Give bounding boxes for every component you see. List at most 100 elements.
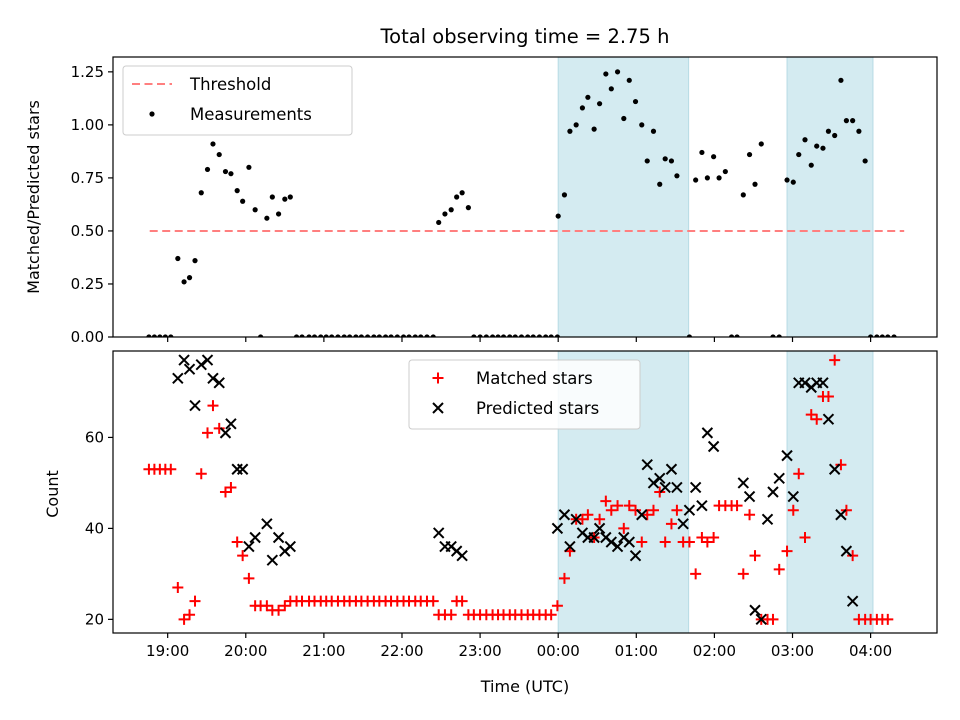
y-tick-label: 40 (85, 519, 104, 537)
matched-star-point (551, 600, 563, 612)
measurement-point (252, 207, 258, 213)
predicted-star-point (737, 477, 750, 489)
measurement-point (394, 334, 400, 337)
measurement-point (808, 162, 814, 168)
measurement-point (862, 158, 868, 164)
matched-star-point (708, 531, 720, 543)
matched-star-point (847, 550, 859, 562)
measurement-point (228, 171, 234, 177)
measurement-point (365, 334, 371, 337)
measurement-point (758, 141, 764, 147)
predicted-star-point (707, 440, 720, 453)
measurement-point (282, 196, 288, 202)
measurement-point (318, 334, 324, 337)
predicted-star-point (749, 604, 761, 616)
measurement-point (448, 207, 454, 213)
predicted-star-point (696, 499, 708, 512)
y-tick-label: 1.25 (71, 63, 104, 81)
measurement-point (210, 141, 216, 147)
predicted-star-point (172, 372, 184, 384)
predicted-star-point (225, 418, 237, 430)
measurement-point (471, 334, 477, 337)
matched-star-point (835, 459, 847, 471)
measurement-point (790, 179, 796, 185)
matched-star-point (840, 504, 852, 516)
predicted-star-point (261, 518, 273, 530)
measurement-point (632, 98, 639, 105)
legend-label: Matched stars (476, 369, 593, 388)
x-tick-label: 19:00 (146, 642, 189, 660)
legend-matched-swatch (432, 372, 444, 384)
predicted-star-point (266, 554, 279, 566)
measurement-point (222, 168, 229, 175)
matched-star-point (172, 582, 184, 594)
measurement-point (868, 334, 874, 337)
measurement-point (418, 334, 424, 337)
matched-star-point (558, 572, 570, 584)
matched-star-point (184, 609, 196, 621)
measurement-point (657, 181, 663, 187)
x-tick-label: 03:00 (771, 642, 814, 660)
matched-star-point (237, 550, 249, 562)
predicted-star-point (641, 459, 653, 471)
measurement-point (603, 71, 609, 77)
top-panel: 0.00 0.25 0.50 0.75 1.00 1.25 Threshold Measure… (71, 56, 938, 346)
measurement-point (879, 334, 885, 337)
predicted-star-point (689, 481, 702, 494)
measurement-point (644, 158, 650, 164)
predicted-star-point (781, 449, 793, 462)
measurement-point (626, 77, 632, 83)
measurement-point (548, 334, 554, 337)
legend-label: Predicted stars (476, 399, 599, 418)
predicted-star-point (219, 427, 232, 439)
predicted-star-point (647, 477, 660, 489)
predicted-star-point (677, 518, 689, 530)
measurement-point (192, 258, 198, 264)
measurement-point (287, 194, 293, 200)
measurement-point (500, 334, 507, 337)
predicted-star-point (743, 490, 756, 503)
matched-star-point (231, 536, 243, 548)
measurement-point (264, 215, 270, 221)
y-tick-label: 0.50 (71, 222, 104, 240)
measurement-point (518, 334, 525, 337)
matched-star-point (793, 468, 805, 480)
matched-star-point (273, 604, 285, 616)
matched-star-point (744, 509, 756, 521)
measurement-point (784, 177, 790, 183)
matched-star-point (811, 413, 823, 425)
predicted-star-point (755, 613, 767, 626)
bottom-panel: 20 40 60 19:00 20:00 21:00 22:00 23:00 00:00 01:0… (85, 350, 938, 660)
measurement-point (299, 334, 305, 337)
predicted-star-point (767, 486, 779, 498)
measurement-point (820, 145, 826, 151)
matched-star-point (545, 609, 557, 621)
predicted-star-point (183, 363, 196, 375)
predicted-star-point (564, 540, 576, 553)
y-tick-label: 60 (85, 428, 104, 446)
predicted-star-point (629, 549, 642, 562)
measurement-point (483, 334, 489, 337)
predicted-star-point (787, 490, 799, 503)
measurement-point (776, 334, 782, 337)
measurement-point (585, 94, 591, 100)
plot-frame (112, 56, 938, 338)
measurement-point (168, 334, 174, 337)
matched-star-point (737, 568, 749, 580)
matched-star-point (195, 468, 207, 480)
predicted-star-point (659, 481, 671, 494)
measurement-point (614, 69, 621, 75)
measurement-point (573, 122, 579, 128)
matched-star-point (243, 572, 255, 584)
measurement-point (400, 334, 407, 337)
measurement-point (234, 188, 240, 194)
y-tick-label: 0.00 (71, 328, 104, 346)
predicted-star-point (840, 545, 853, 557)
measurement-point (465, 205, 471, 211)
top-y-axis-label: Matched/Predicted stars (24, 100, 43, 294)
predicted-star-point (551, 522, 564, 535)
matched-star-point (822, 390, 834, 402)
matched-star-point (799, 531, 811, 543)
matched-star-point (731, 500, 743, 512)
measurement-point (382, 334, 389, 337)
